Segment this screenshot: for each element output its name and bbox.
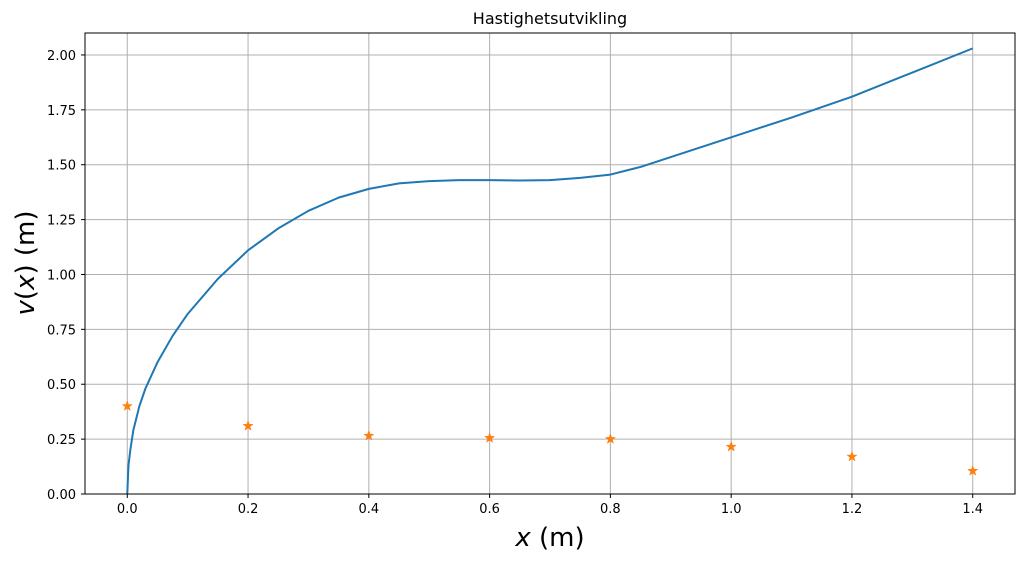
y-tick-label: 0.25 [47, 433, 76, 448]
x-tick-label: 1.2 [842, 502, 863, 517]
x-tick-label: 0.6 [479, 502, 500, 517]
plot-area [121, 47, 979, 494]
y-tick-label: 2.00 [47, 49, 76, 64]
x-tick-label: 0.2 [238, 502, 259, 517]
x-axis-var: x [514, 523, 531, 553]
y-tick-label: 0.50 [47, 378, 76, 393]
y-tick-label: 1.50 [47, 159, 76, 174]
y-tick-label: 1.75 [47, 104, 76, 119]
y-axis-paren-open: ( [11, 290, 41, 300]
y-axis-var: v [11, 299, 41, 315]
y-tick-label: 1.25 [47, 214, 76, 229]
axes-frame [84, 32, 1016, 495]
x-tick-label: 0.8 [600, 502, 621, 517]
x-axis-label: x (m) [514, 523, 584, 553]
y-tick-label: 0.75 [47, 323, 76, 338]
x-tick-label: 1.0 [721, 502, 742, 517]
data-point-star [967, 464, 979, 476]
data-point-star [483, 432, 496, 443]
y-axis-arg: x [11, 274, 41, 291]
y-axis-label: v(x) (m) [11, 211, 41, 316]
grid [85, 33, 1015, 495]
y-tick-label: 1.00 [47, 268, 76, 283]
chart-title: Hastighetsutvikling [473, 9, 627, 28]
data-point-star [604, 433, 617, 444]
x-tick-label: 0.0 [117, 502, 138, 517]
ticks: 0.0 0.2 0.4 0.6 0.8 1.0 1.2 1.4 0.00 0.25 0.50 0.75… [47, 49, 983, 517]
velocity-line [126, 47, 974, 494]
y-axis-unit: (m) [11, 211, 41, 265]
data-point-star [121, 400, 133, 412]
x-tick-label: 1.4 [962, 502, 983, 517]
data-point-star [242, 419, 254, 431]
data-point-star [846, 450, 858, 462]
x-axis-unit: (m) [531, 523, 585, 553]
y-axis-paren-close: ) [11, 264, 41, 274]
data-point-star [363, 429, 375, 441]
data-point-star [725, 440, 737, 452]
y-tick-label: 0.00 [47, 488, 76, 503]
x-tick-label: 0.4 [358, 502, 379, 517]
